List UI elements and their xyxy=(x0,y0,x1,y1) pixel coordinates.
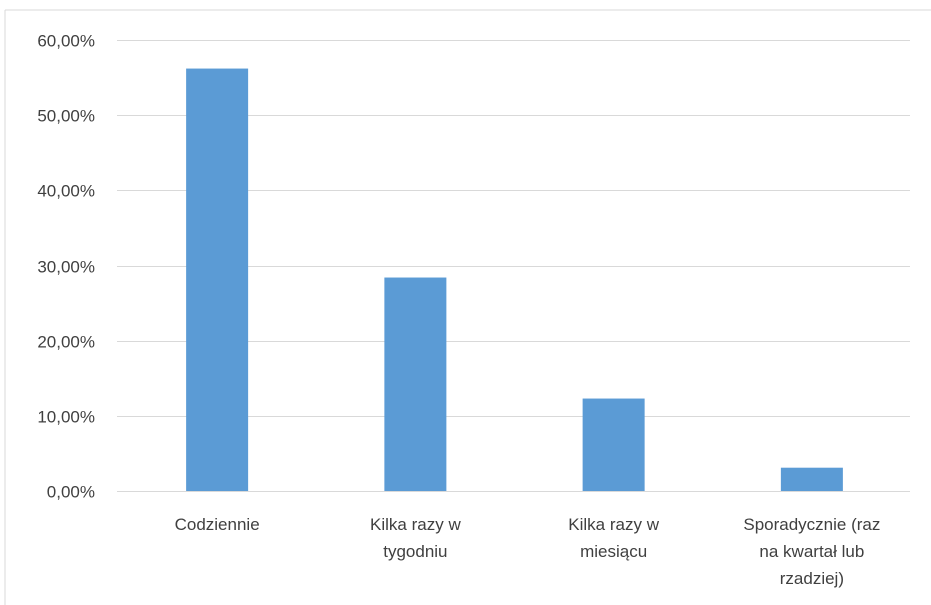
bar xyxy=(780,467,843,491)
x-tick-label-line: na kwartał lub xyxy=(759,542,864,561)
x-tick-label: Kilka razy w miesiącu xyxy=(568,515,659,561)
y-tick-label: 0,00% xyxy=(47,483,95,502)
y-tick-label: 30,00% xyxy=(37,258,95,277)
gridlines xyxy=(117,40,910,492)
y-tick-label: 20,00% xyxy=(37,333,95,352)
bar xyxy=(384,277,447,491)
x-tick-label-line: Kilka razy w xyxy=(370,515,461,534)
x-tick-label-line: Codziennie xyxy=(175,515,260,534)
x-tick-label: Codziennie xyxy=(175,515,260,534)
y-tick-label: 10,00% xyxy=(37,408,95,427)
chart-border xyxy=(4,9,931,605)
y-tick-label: 60,00% xyxy=(37,32,95,51)
x-tick-label-line: rzadziej) xyxy=(780,569,844,588)
x-tick-label-line: Kilka razy w xyxy=(568,515,659,534)
y-tick-label: 50,00% xyxy=(37,107,95,126)
x-tick-label-line: miesiącu xyxy=(580,542,647,561)
bar xyxy=(186,68,249,492)
bar xyxy=(582,398,645,491)
x-tick-label: Sporadycznie (raz na kwartał lub rzadziej) xyxy=(743,515,880,588)
x-tick-label: Kilka razy w tygodniu xyxy=(370,515,461,561)
y-tick-label: 40,00% xyxy=(37,182,95,201)
y-axis-ticks: 0,00% 10,00% 20,00% 30,00% 40,00% 50,00% 60,00… xyxy=(37,32,95,502)
x-tick-label-line: Sporadycznie (raz xyxy=(743,515,880,534)
x-tick-label-line: tygodniu xyxy=(383,542,447,561)
bars xyxy=(186,68,843,492)
